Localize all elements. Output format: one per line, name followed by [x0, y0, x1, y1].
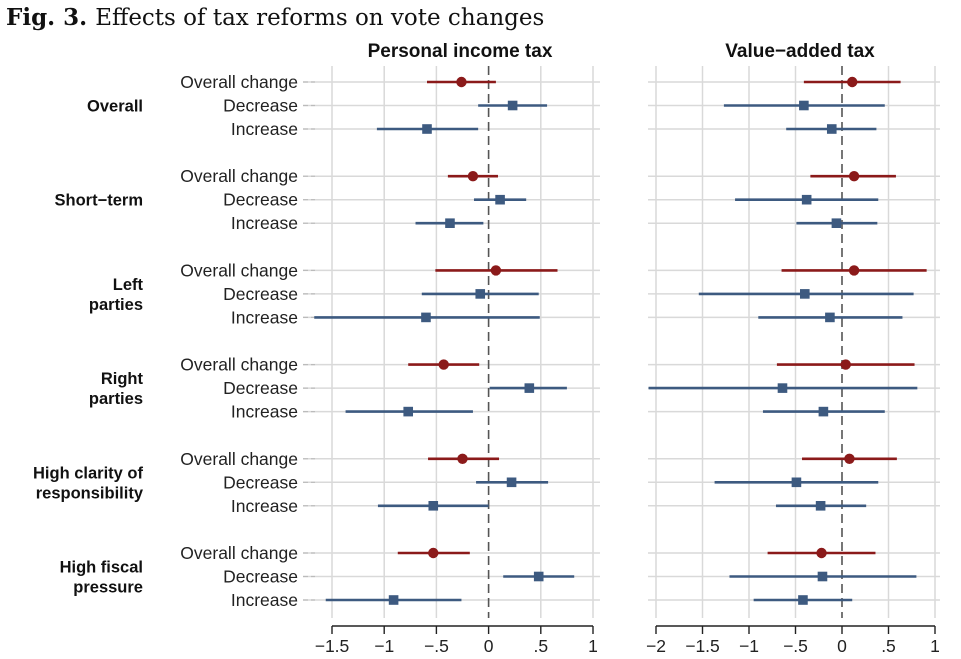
- point-estimate: [816, 547, 827, 559]
- x-tick-label: −1.5: [685, 636, 720, 656]
- point-estimate: [490, 265, 502, 276]
- point-estimate: [495, 194, 505, 205]
- row-label: Overall change: [180, 543, 298, 563]
- x-tick-label: .5: [881, 636, 896, 656]
- x-tick-label: 1: [930, 636, 940, 656]
- point-estimate: [815, 501, 826, 511]
- row-label: Overall change: [180, 355, 298, 375]
- row-label: Increase: [231, 590, 298, 610]
- point-estimate: [791, 477, 802, 488]
- row-label: Increase: [231, 496, 298, 516]
- x-tick-label: −1.5: [315, 636, 350, 656]
- x-tick-label: −.5: [424, 636, 449, 656]
- point-estimate: [438, 359, 449, 370]
- x-tick-label: −.5: [783, 636, 808, 656]
- point-estimate: [848, 265, 860, 276]
- point-estimate: [825, 312, 835, 323]
- point-estimate: [422, 124, 432, 134]
- point-estimate: [524, 383, 535, 393]
- x-tick-label: .5: [533, 636, 548, 656]
- point-estimate: [831, 218, 842, 228]
- group-label: Overall: [87, 98, 143, 116]
- point-estimate: [818, 406, 829, 417]
- panel-title: Personal income tax: [368, 41, 553, 62]
- point-estimate: [403, 406, 414, 417]
- point-estimate: [799, 100, 809, 111]
- figure-number: Fig. 3.: [6, 4, 88, 31]
- row-label: Overall change: [180, 166, 298, 186]
- row-label: Overall change: [180, 260, 298, 280]
- x-tick-label: 0: [484, 636, 494, 656]
- row-label: Overall change: [180, 449, 298, 469]
- point-estimate: [506, 477, 517, 488]
- point-estimate: [388, 595, 399, 605]
- row-label: Increase: [231, 402, 298, 422]
- point-estimate: [847, 76, 858, 88]
- row-label: Decrease: [223, 472, 298, 492]
- point-estimate: [801, 194, 812, 205]
- point-estimate: [428, 501, 439, 511]
- point-estimate: [798, 595, 808, 605]
- point-estimate: [457, 453, 468, 464]
- point-estimate: [467, 171, 479, 182]
- panel-title: Value−added tax: [725, 41, 875, 62]
- point-estimate: [826, 124, 837, 134]
- group-label: parties: [89, 296, 143, 314]
- point-estimate: [475, 289, 486, 299]
- row-label: Decrease: [223, 96, 298, 116]
- group-label: pressure: [73, 579, 143, 597]
- row-label: Overall change: [180, 72, 298, 92]
- group-label: Left: [113, 276, 144, 294]
- group-label: High fiscal: [60, 559, 143, 577]
- x-tick-label: 0: [837, 636, 847, 656]
- point-estimate: [800, 289, 810, 299]
- group-label: responsibility: [36, 484, 144, 502]
- group-label: Right: [101, 370, 144, 388]
- row-label: Increase: [231, 213, 298, 233]
- point-estimate: [456, 76, 467, 88]
- row-label: Decrease: [223, 567, 298, 587]
- x-tick-label: −1: [374, 636, 394, 656]
- point-estimate: [533, 571, 544, 582]
- point-estimate: [848, 171, 860, 182]
- point-estimate: [777, 383, 788, 393]
- point-estimate: [844, 453, 855, 464]
- row-label: Decrease: [223, 378, 298, 398]
- row-label: Increase: [231, 119, 298, 139]
- point-estimate: [428, 547, 439, 559]
- row-label: Increase: [231, 307, 298, 327]
- figure-title: Fig. 3. Effects of tax reforms on vote ch…: [6, 4, 544, 31]
- x-tick-label: 1: [588, 636, 598, 656]
- group-label: parties: [89, 390, 143, 408]
- x-tick-label: −1: [739, 636, 759, 656]
- figure-caption: Effects of tax reforms on vote changes: [95, 5, 545, 31]
- point-estimate: [421, 312, 431, 323]
- point-estimate: [507, 100, 518, 111]
- x-tick-label: −2: [646, 636, 666, 656]
- group-label: Short−term: [55, 192, 143, 210]
- group-label: High clarity of: [33, 464, 144, 482]
- row-label: Decrease: [223, 190, 298, 210]
- row-label: Decrease: [223, 284, 298, 304]
- point-estimate: [445, 218, 455, 228]
- point-estimate: [817, 571, 828, 582]
- point-estimate: [840, 359, 851, 370]
